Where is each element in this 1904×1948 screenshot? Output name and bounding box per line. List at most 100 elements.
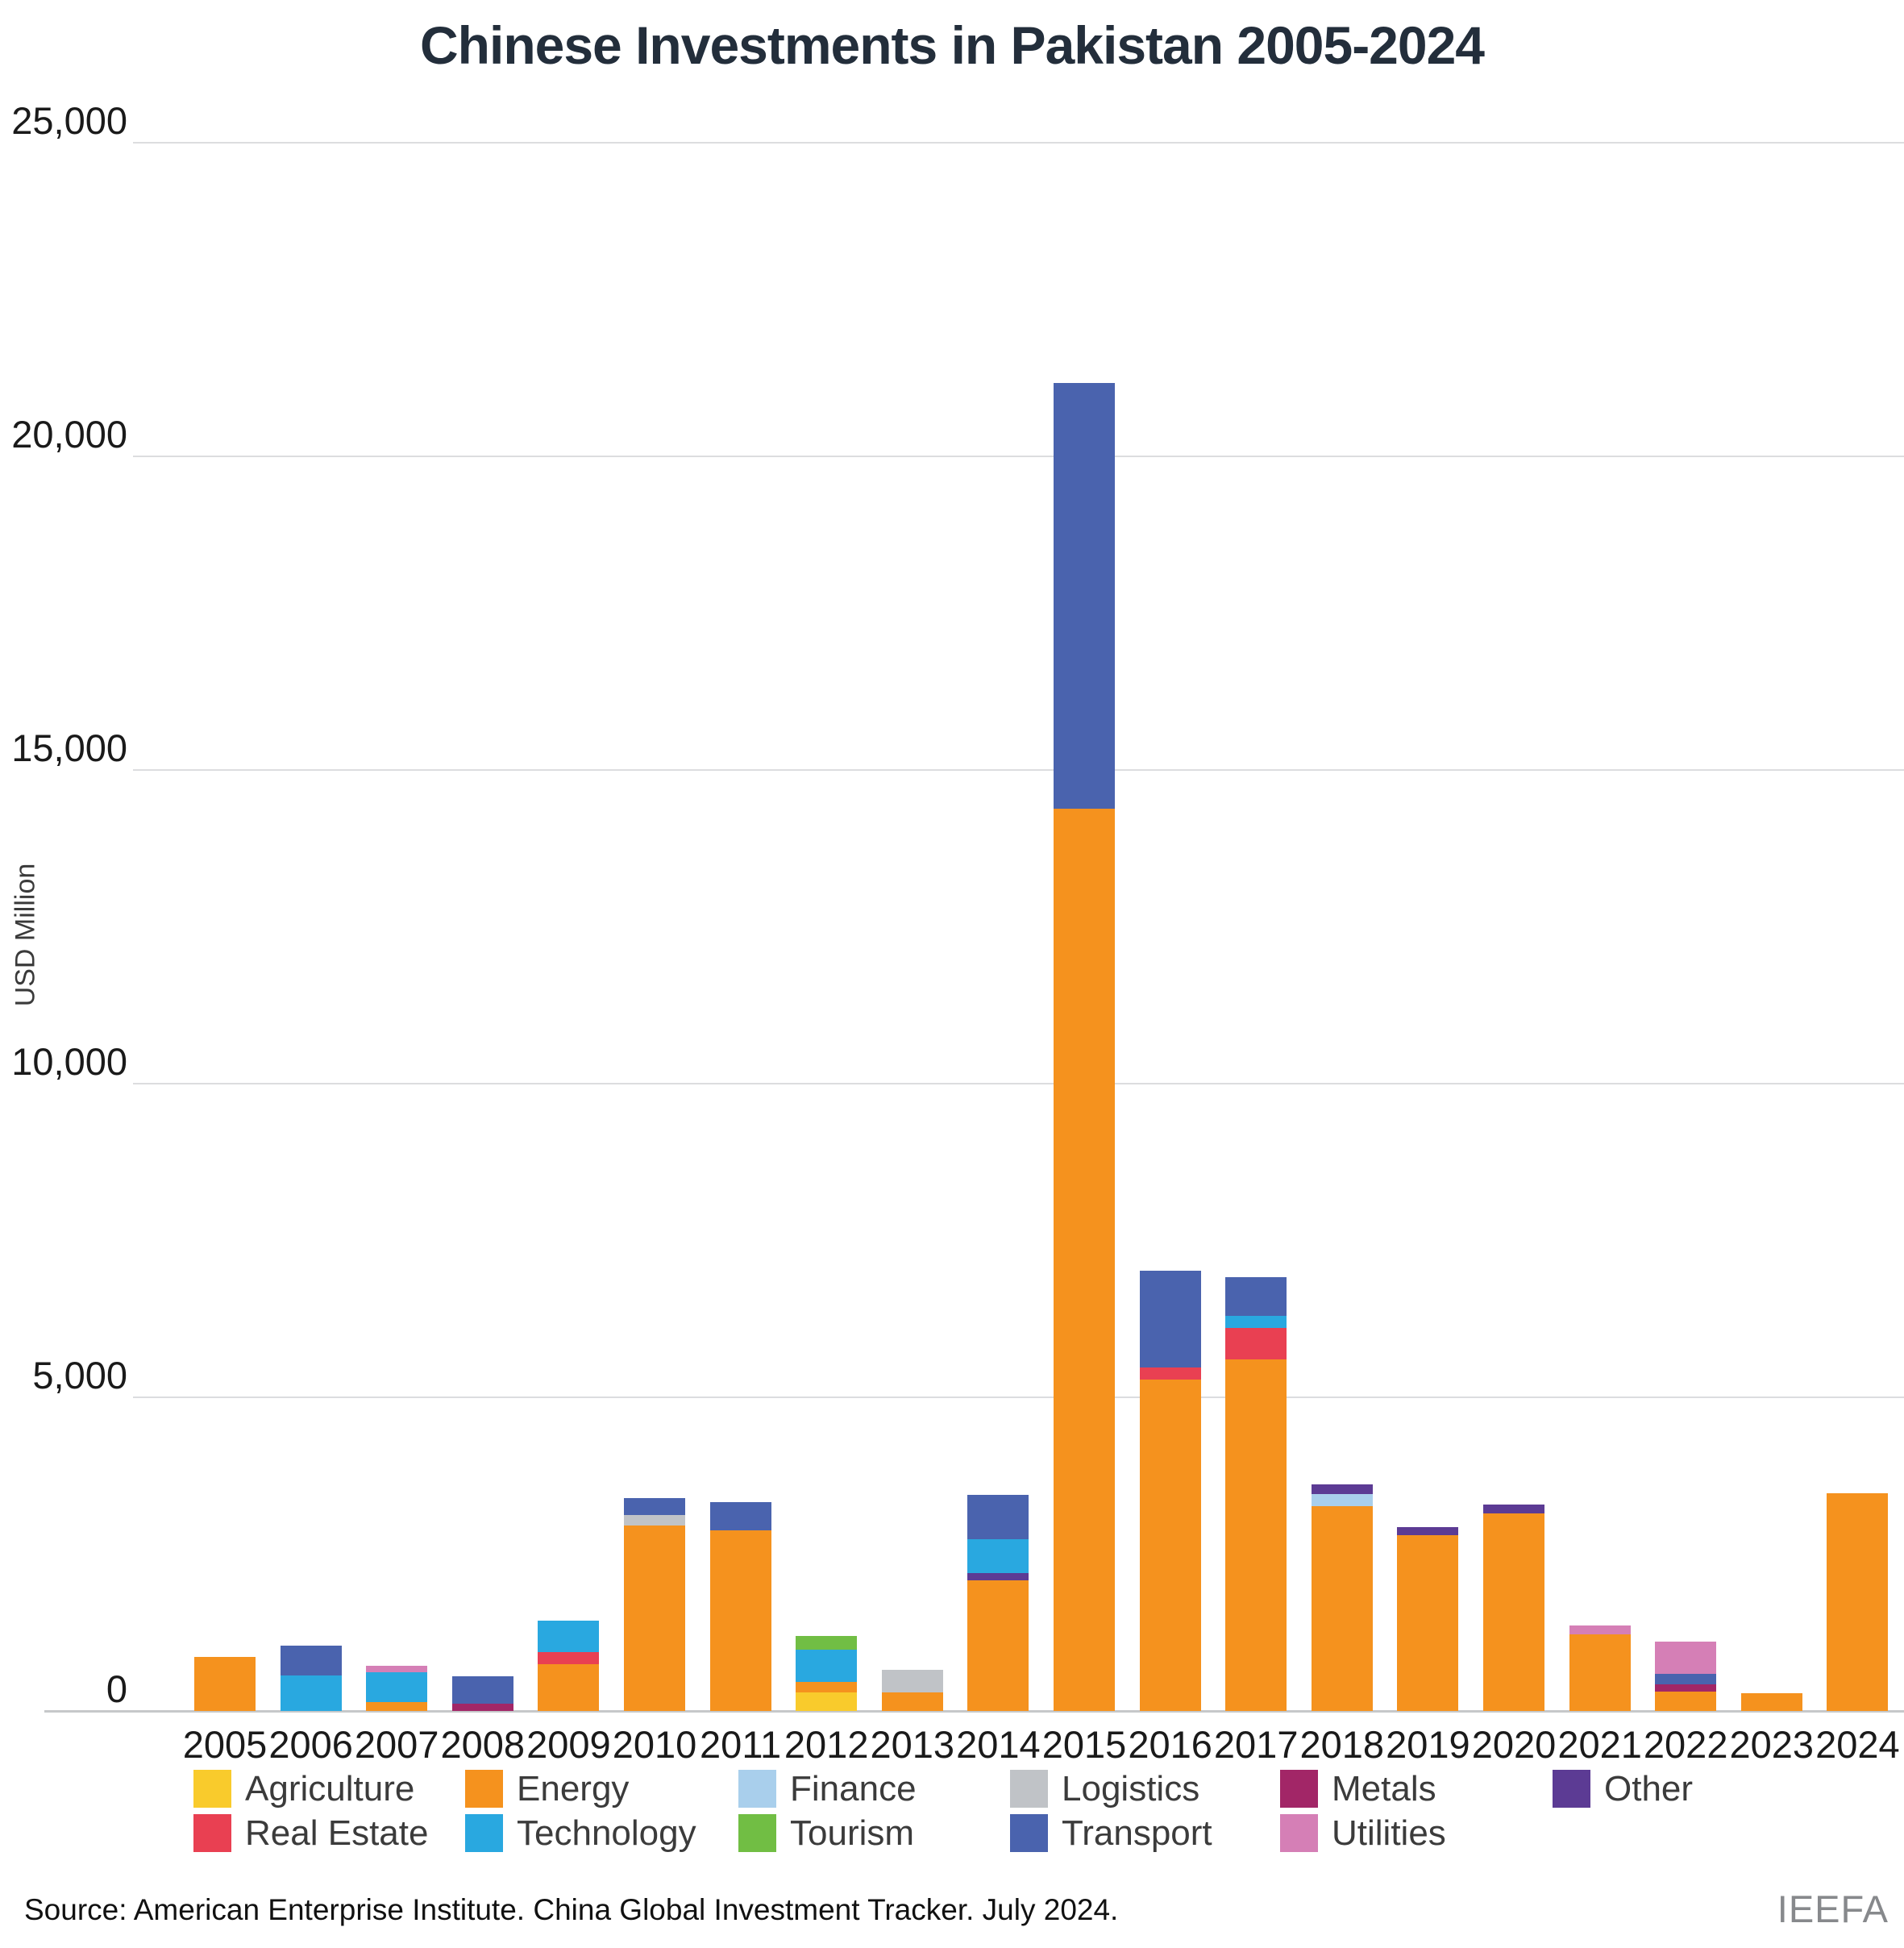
bar-2017-transport bbox=[1225, 1277, 1287, 1317]
legend-swatch-agriculture bbox=[193, 1770, 231, 1808]
bar-2010-energy bbox=[624, 1526, 685, 1711]
y-axis-title: USD Million bbox=[10, 863, 41, 1007]
legend-label-finance: Finance bbox=[790, 1769, 917, 1809]
brand-watermark: IEEFA bbox=[1777, 1888, 1889, 1930]
bar-2006-transport bbox=[280, 1646, 342, 1676]
gridline-15000 bbox=[133, 769, 1904, 771]
bar-2007-energy bbox=[366, 1701, 428, 1711]
legend-swatch-technology bbox=[465, 1814, 503, 1852]
x-tick-2012: 2012 bbox=[784, 1723, 869, 1766]
x-tick-2014: 2014 bbox=[956, 1723, 1041, 1766]
x-tick-2007: 2007 bbox=[354, 1723, 439, 1766]
x-tick-2017: 2017 bbox=[1213, 1723, 1299, 1766]
x-tick-2008: 2008 bbox=[440, 1723, 526, 1766]
legend-label-utilities: Utilities bbox=[1332, 1813, 1446, 1853]
bar-2014-transport bbox=[967, 1494, 1029, 1539]
bar-2011-transport bbox=[709, 1501, 771, 1531]
bar-2022-transport bbox=[1655, 1674, 1717, 1684]
bar-2018-finance bbox=[1311, 1494, 1373, 1506]
legend-label-transport: Transport bbox=[1062, 1813, 1212, 1853]
bar-2014-other bbox=[967, 1572, 1029, 1581]
x-tick-2020: 2020 bbox=[1471, 1723, 1557, 1766]
gridline-5000 bbox=[133, 1396, 1904, 1398]
bar-2020-other bbox=[1483, 1505, 1544, 1514]
bar-2010-logistics bbox=[624, 1514, 685, 1526]
bar-2024-energy bbox=[1827, 1493, 1889, 1711]
bar-2008-transport bbox=[451, 1676, 513, 1704]
bar-2018-other bbox=[1311, 1484, 1373, 1495]
bar-2006-technology bbox=[280, 1675, 342, 1711]
bar-2012-agriculture bbox=[796, 1692, 858, 1711]
bar-2009-technology bbox=[538, 1620, 600, 1653]
legend-swatch-transport bbox=[1010, 1814, 1048, 1852]
gridline-25000 bbox=[133, 142, 1904, 144]
x-tick-2005: 2005 bbox=[182, 1723, 268, 1766]
legend-swatch-real-estate bbox=[193, 1814, 231, 1852]
gridline-0 bbox=[44, 1710, 1904, 1713]
bar-2021-utilities bbox=[1569, 1625, 1631, 1635]
x-tick-2006: 2006 bbox=[268, 1723, 353, 1766]
bar-2009-energy bbox=[538, 1664, 600, 1711]
legend-swatch-logistics bbox=[1010, 1770, 1048, 1808]
x-tick-2016: 2016 bbox=[1128, 1723, 1212, 1766]
bar-2012-technology bbox=[796, 1650, 858, 1683]
y-tick-0: 0 bbox=[106, 1667, 127, 1710]
x-tick-2024: 2024 bbox=[1815, 1723, 1900, 1766]
bar-2007-utilities bbox=[366, 1665, 428, 1673]
y-tick-20000: 20,000 bbox=[11, 413, 127, 456]
bar-2010-transport bbox=[624, 1497, 685, 1515]
legend-swatch-utilities bbox=[1280, 1814, 1318, 1852]
x-tick-2022: 2022 bbox=[1643, 1723, 1728, 1766]
x-tick-2009: 2009 bbox=[526, 1723, 611, 1766]
chart-title: Chinese Investments in Pakistan 2005-202… bbox=[420, 15, 1485, 75]
legend-label-tourism: Tourism bbox=[790, 1813, 915, 1853]
bar-2014-technology bbox=[967, 1538, 1029, 1573]
gridline-20000 bbox=[133, 456, 1904, 457]
legend-label-real-estate: Real Estate bbox=[245, 1813, 429, 1853]
legend-label-energy: Energy bbox=[517, 1769, 630, 1809]
bar-2017-technology bbox=[1225, 1316, 1287, 1329]
x-tick-2015: 2015 bbox=[1041, 1723, 1127, 1766]
legend-label-technology: Technology bbox=[517, 1813, 696, 1853]
bar-2005-energy bbox=[194, 1657, 256, 1711]
source-note: Source: American Enterprise Institute. C… bbox=[24, 1893, 1119, 1926]
bar-2015-transport bbox=[1054, 382, 1115, 810]
bar-2016-transport bbox=[1139, 1270, 1201, 1367]
legend-label-metals: Metals bbox=[1332, 1769, 1436, 1809]
bar-2021-energy bbox=[1569, 1634, 1631, 1711]
bar-2022-energy bbox=[1655, 1691, 1717, 1711]
bar-2017-real-estate bbox=[1225, 1328, 1287, 1359]
x-tick-2011: 2011 bbox=[700, 1723, 782, 1766]
legend-label-agriculture: Agriculture bbox=[245, 1769, 415, 1809]
legend-swatch-metals bbox=[1280, 1770, 1318, 1808]
bar-2023-energy bbox=[1740, 1693, 1802, 1711]
bar-2019-energy bbox=[1397, 1535, 1459, 1711]
bar-2007-technology bbox=[366, 1672, 428, 1702]
x-tick-2013: 2013 bbox=[870, 1723, 955, 1766]
y-tick-15000: 15,000 bbox=[11, 726, 127, 769]
bar-2012-energy bbox=[796, 1682, 858, 1693]
bar-2011-energy bbox=[709, 1530, 771, 1711]
bar-2022-utilities bbox=[1655, 1642, 1717, 1675]
bar-2020-energy bbox=[1483, 1513, 1544, 1711]
bar-2018-energy bbox=[1311, 1505, 1373, 1711]
legend-label-logistics: Logistics bbox=[1062, 1769, 1200, 1809]
bar-2009-real-estate bbox=[538, 1652, 600, 1665]
x-tick-2021: 2021 bbox=[1557, 1723, 1642, 1766]
legend-swatch-other bbox=[1553, 1770, 1590, 1808]
legend-swatch-energy bbox=[465, 1770, 503, 1808]
bar-2016-energy bbox=[1139, 1380, 1201, 1711]
y-tick-5000: 5,000 bbox=[32, 1354, 127, 1396]
y-tick-25000: 25,000 bbox=[11, 99, 127, 142]
bar-2013-logistics bbox=[881, 1670, 943, 1693]
bar-2022-metals bbox=[1655, 1684, 1717, 1692]
bar-2014-energy bbox=[967, 1580, 1029, 1711]
bar-2016-real-estate bbox=[1139, 1367, 1201, 1380]
bar-2015-energy bbox=[1054, 809, 1115, 1711]
y-tick-10000: 10,000 bbox=[11, 1040, 127, 1083]
bar-2019-other bbox=[1397, 1527, 1459, 1536]
legend-label-other: Other bbox=[1604, 1769, 1694, 1809]
bar-2012-tourism bbox=[796, 1636, 858, 1650]
legend-swatch-finance bbox=[738, 1770, 776, 1808]
